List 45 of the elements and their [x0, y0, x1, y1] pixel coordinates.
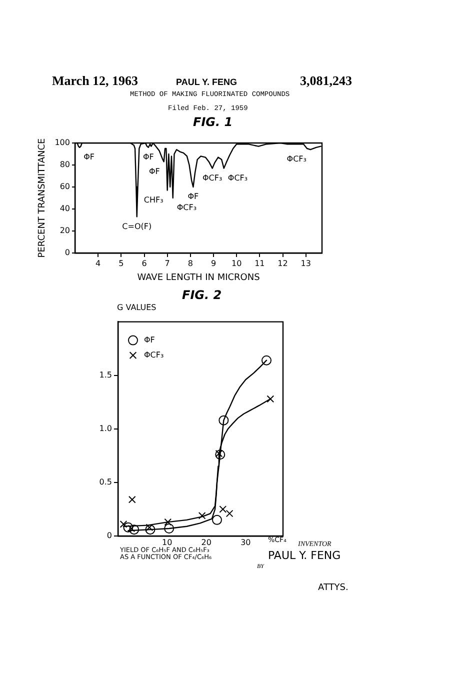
annotation: ΦCF₃ — [176, 203, 197, 212]
y-axis-title: G VALUES — [117, 303, 156, 312]
x-tick-label: 5 — [118, 258, 124, 268]
annotation: ΦF — [142, 152, 154, 162]
text: PAUL Y. FENG — [176, 77, 238, 87]
x-tick-label: 12 — [278, 258, 288, 268]
y-tick-label: 1.0 — [99, 424, 112, 433]
x-tick-label: 20 — [201, 538, 212, 547]
text: March 12, 1963 — [52, 73, 138, 88]
x-tick-label: 13 — [300, 258, 311, 268]
chart-title: FIG. 2 — [182, 288, 222, 302]
annotation: ΦF — [84, 152, 95, 162]
text: ATTYS. — [318, 583, 348, 593]
chart-title: FIG. 1 — [193, 115, 233, 129]
annotation: ΦF — [188, 192, 200, 202]
y-tick-label: 40 — [60, 204, 70, 214]
x-tick-label: 4 — [96, 258, 101, 268]
y-tick-label: 100 — [54, 138, 70, 148]
x-tick-label: 10 — [162, 538, 172, 547]
legend-label: ΦF — [144, 335, 156, 344]
annotation: ΦF — [148, 166, 160, 176]
y-tick-label: 0 — [106, 531, 112, 540]
text: 3,081,243 — [300, 73, 352, 88]
x-tick-label: 6 — [142, 258, 147, 268]
y-tick-label: 60 — [60, 182, 70, 192]
y-tick-label: 20 — [60, 226, 70, 236]
y-tick-label: 0.5 — [99, 478, 112, 487]
x-tick-label: 10 — [231, 258, 242, 268]
x-tick-label: 8 — [188, 258, 193, 268]
annotation: ΦCF₃ — [228, 173, 248, 182]
y-tick-label: 0 — [64, 248, 70, 258]
annotation: CHF₃ — [144, 195, 164, 204]
x-tick-label: 7 — [164, 258, 170, 268]
x-tick-label: 9 — [210, 258, 216, 268]
x-axis-title: WAVE LENGTH IN MICRONS — [137, 272, 260, 283]
y-tick-label: 1.5 — [99, 370, 112, 380]
annotation: C=O(F) — [122, 222, 152, 231]
annotation: ΦCF₃ — [286, 154, 306, 164]
text: PAUL Y. FENG — [268, 549, 341, 562]
annotation: ΦCF₃ — [202, 173, 222, 182]
legend-label: ΦCF₃ — [144, 350, 164, 360]
y-tick-label: 80 — [60, 160, 70, 170]
y-axis-title: PERCENT TRANSMITTANCE — [38, 138, 48, 258]
x-tick-label: 11 — [254, 258, 265, 268]
x-tick-label: 30 — [240, 538, 251, 547]
